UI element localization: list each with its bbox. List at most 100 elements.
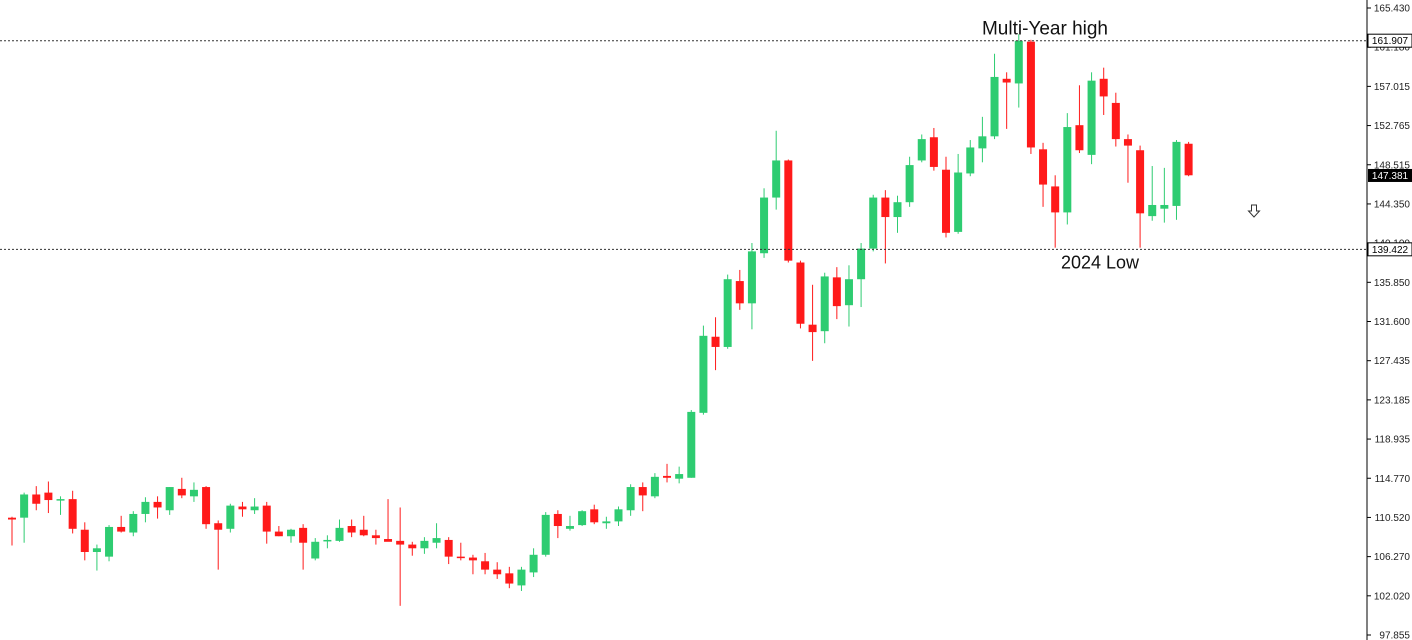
candle-body (869, 197, 878, 249)
candle-up (893, 195, 902, 233)
candle-body (1014, 40, 1023, 84)
candle-body (262, 505, 271, 532)
candle-body (274, 531, 283, 537)
candle-body (396, 540, 405, 545)
candle-down (942, 156, 951, 238)
tick-label: 131.600 (1374, 317, 1411, 328)
candle-body (541, 514, 550, 555)
candle-body (493, 569, 502, 575)
tick-label: 127.435 (1374, 356, 1411, 367)
level-price-box (1367, 242, 1412, 257)
candle-down (638, 482, 647, 512)
candle-up (565, 515, 574, 531)
candle-body (699, 335, 708, 413)
candle-body (760, 197, 769, 254)
candle-body (165, 487, 174, 511)
candle-up (20, 492, 29, 543)
candle-up (699, 325, 708, 415)
candle-down (456, 542, 465, 561)
candle-down (832, 267, 841, 320)
candle-up (687, 410, 696, 478)
candle-body (250, 506, 259, 511)
candle-up (517, 566, 526, 591)
candle-body (917, 139, 926, 161)
candle-down (1099, 67, 1108, 115)
candle-body (1160, 204, 1169, 209)
candle-body (359, 529, 368, 536)
candle-body (990, 76, 999, 137)
candle-body (614, 509, 623, 522)
candle-body (687, 411, 696, 478)
candle-body (444, 539, 453, 557)
candle-body (844, 279, 853, 306)
candle-body (299, 527, 308, 543)
tick-label: 102.020 (1374, 591, 1411, 602)
candle-down (68, 490, 77, 534)
tick-label: 110.520 (1375, 513, 1411, 524)
candle-down (493, 562, 502, 579)
candle-up (529, 548, 538, 578)
candle-down (32, 486, 41, 511)
candle-up (141, 497, 150, 523)
candle-body (408, 544, 417, 549)
candle-body (335, 527, 344, 541)
candle-body (832, 277, 841, 307)
candle-down (8, 516, 16, 546)
candle-up (420, 537, 429, 554)
candle-down (1184, 141, 1193, 177)
candle-body (1184, 143, 1193, 176)
candle-body (20, 494, 29, 518)
candle-down (347, 519, 356, 538)
candle-body (92, 548, 101, 553)
candle-body (650, 476, 659, 497)
candle-down (481, 552, 490, 575)
candle-body (56, 499, 65, 501)
candle-up (772, 130, 781, 210)
tick-label: 148.515 (1374, 160, 1411, 171)
candle-up (614, 506, 623, 527)
candle-up (905, 156, 914, 207)
candle-up (432, 523, 441, 549)
candle-down (444, 537, 453, 565)
candle-up (226, 503, 235, 533)
candle-body (1026, 41, 1035, 148)
candle-up (92, 544, 101, 571)
candle-up (1148, 166, 1157, 221)
candle-body (105, 526, 114, 557)
candle-down (505, 566, 514, 589)
candle-body (481, 561, 490, 570)
candle-body (954, 172, 963, 232)
candle-body (517, 569, 526, 586)
candle-down (299, 524, 308, 570)
level-price-label: 161.907 (1372, 36, 1409, 47)
candle-body (578, 511, 587, 526)
candle-body (371, 535, 380, 539)
candle-down (735, 269, 744, 310)
candle-up (1160, 167, 1169, 223)
tick-label: 118.935 (1375, 435, 1411, 446)
candle-down (881, 190, 890, 264)
candle-body (432, 538, 441, 543)
candle-up (323, 535, 332, 549)
candle-down (177, 477, 186, 499)
candle-up (129, 511, 138, 537)
candle-up (844, 265, 853, 327)
candle-down (262, 501, 271, 544)
candle-body (311, 541, 320, 559)
tick-label: 114.770 (1375, 474, 1411, 485)
candle-up (966, 140, 975, 177)
candle-up (857, 243, 866, 308)
candle-body (1087, 80, 1096, 155)
current-price-label: 147.381 (1372, 171, 1409, 182)
candle-body (177, 488, 186, 496)
down-arrow-icon[interactable] (1247, 204, 1261, 218)
candle-body (456, 556, 465, 559)
candle-body (929, 137, 938, 167)
candle-down (408, 541, 417, 556)
candle-down (1136, 145, 1145, 248)
candle-up (250, 498, 259, 514)
candle-down (371, 529, 380, 545)
candle-body (129, 513, 138, 533)
candle-down (1111, 92, 1120, 147)
